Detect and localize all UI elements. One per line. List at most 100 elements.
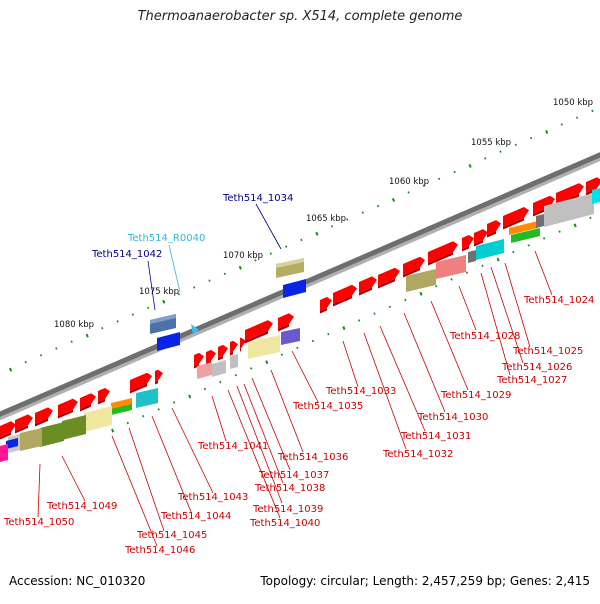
- feature-blocks-lower: [0, 188, 600, 462]
- leader-line: [403, 312, 446, 413]
- feature-block[interactable]: [111, 398, 132, 409]
- feature-block[interactable]: [136, 388, 158, 408]
- cds-arrow: [503, 207, 529, 227]
- locus-label[interactable]: Teth514_1045: [136, 530, 207, 541]
- scale-tick: [484, 157, 487, 160]
- feature-block[interactable]: [544, 193, 594, 227]
- scale-tick: [388, 305, 392, 309]
- feature-block[interactable]: [84, 406, 112, 432]
- feature-block[interactable]: [536, 214, 544, 228]
- feature-block[interactable]: [197, 362, 212, 379]
- locus-label[interactable]: Teth514_1032: [382, 449, 453, 460]
- scale-tick: [280, 353, 284, 356]
- locus-label[interactable]: Teth514_1028: [449, 331, 520, 342]
- scale-tick: [254, 259, 257, 262]
- map-title: Thermoanaerobacter sp. X514, complete ge…: [137, 9, 463, 24]
- locus-label[interactable]: Teth514_1039: [252, 504, 323, 515]
- cds-arrow: [206, 349, 216, 363]
- locus-label[interactable]: Teth514_1046: [124, 545, 195, 556]
- feature-block[interactable]: [509, 221, 538, 235]
- scale-tick: [453, 170, 456, 174]
- locus-label[interactable]: Teth514_1030: [417, 412, 488, 423]
- locus-label[interactable]: Teth514_1041: [197, 441, 268, 452]
- cds-arrow: [218, 344, 228, 358]
- locus-label[interactable]: Teth514_1027: [496, 375, 567, 386]
- scale-label: 1050 kbp: [553, 98, 593, 108]
- cds-arrow-shade: [403, 267, 420, 278]
- cds-arrow-shade: [333, 295, 352, 307]
- feature-block[interactable]: [212, 360, 226, 377]
- feature-block[interactable]: [0, 444, 8, 462]
- trna-marker[interactable]: [191, 324, 199, 334]
- leader-line: [147, 260, 156, 311]
- feature-block[interactable]: [281, 328, 300, 345]
- locus-label[interactable]: Teth514_1031: [400, 431, 471, 442]
- leader-line: [128, 427, 165, 532]
- feature-block[interactable]: [248, 335, 280, 359]
- locus-label[interactable]: Teth514_1029: [440, 390, 511, 401]
- scale-tick: [131, 313, 135, 316]
- cds-arrow: [130, 372, 152, 391]
- locus-label[interactable]: Teth514_1033: [325, 386, 396, 397]
- feature-block[interactable]: [406, 269, 436, 292]
- cds-arrow: [98, 388, 110, 402]
- leader-line: [255, 203, 282, 250]
- scale-tick: [327, 332, 330, 336]
- scale-tick: [269, 252, 272, 255]
- feature-block[interactable]: [276, 258, 304, 268]
- scale-tick: [450, 278, 453, 281]
- scale-tick: [223, 272, 226, 276]
- locus-label[interactable]: Teth514_1026: [501, 362, 572, 373]
- locus-label[interactable]: Teth514_1038: [254, 483, 325, 494]
- scale-tick: [315, 231, 319, 236]
- locus-label[interactable]: Teth514_1036: [277, 452, 348, 463]
- feature-block[interactable]: [436, 255, 466, 279]
- leader-line: [111, 435, 158, 547]
- leader-line: [171, 407, 214, 494]
- cds-arrow-shade: [240, 348, 241, 352]
- locus-label[interactable]: Teth514_1024: [523, 295, 594, 306]
- feature-block[interactable]: [157, 332, 180, 351]
- scale-label: 1080 kbp: [54, 320, 94, 330]
- scale-tick: [39, 354, 43, 357]
- gene-label[interactable]: Teth514_R0040: [127, 233, 205, 244]
- scale-tick: [527, 244, 530, 247]
- feature-block[interactable]: [468, 250, 476, 263]
- feature-block[interactable]: [283, 279, 306, 298]
- feature-block[interactable]: [230, 354, 238, 369]
- feature-block[interactable]: [62, 415, 86, 440]
- cds-arrow: [533, 195, 555, 214]
- scale-tick: [219, 380, 222, 384]
- locus-label[interactable]: Teth514_1025: [512, 346, 583, 357]
- locus-label[interactable]: Teth514_1040: [249, 518, 320, 529]
- locus-label[interactable]: Teth514_1037: [258, 470, 329, 481]
- feature-block[interactable]: [20, 428, 42, 451]
- scale-tick: [361, 211, 364, 214]
- locus-label[interactable]: Teth514_1043: [177, 492, 248, 503]
- scale-dots: [9, 109, 594, 372]
- cds-arrow: [403, 256, 425, 275]
- feature-block[interactable]: [511, 228, 540, 243]
- feature-block[interactable]: [476, 239, 504, 260]
- gene-label[interactable]: Teth514_1042: [91, 249, 162, 260]
- locus-label[interactable]: Teth514_1044: [160, 511, 231, 522]
- scale-tick: [296, 346, 299, 350]
- cds-arrow: [487, 220, 501, 235]
- feature-block[interactable]: [40, 422, 64, 447]
- scale-tick: [435, 285, 438, 288]
- cds-arrow-shade: [462, 246, 469, 252]
- gene-label[interactable]: Teth514_1034: [222, 193, 293, 204]
- locus-label[interactable]: Teth514_1049: [46, 501, 117, 512]
- feature-block[interactable]: [150, 314, 176, 324]
- feature-block[interactable]: [592, 188, 600, 204]
- scale-tick: [234, 373, 237, 377]
- scale-tick: [9, 367, 13, 372]
- scale-tick: [147, 306, 150, 310]
- cds-arrow: [378, 267, 400, 286]
- cds-arrow: [35, 407, 53, 424]
- locus-label[interactable]: Teth514_1035: [292, 401, 363, 412]
- scale-tick: [357, 319, 361, 322]
- locus-label[interactable]: Teth514_1050: [3, 517, 74, 528]
- scale-label: 1055 kbp: [471, 138, 511, 148]
- feature-block[interactable]: [6, 438, 18, 449]
